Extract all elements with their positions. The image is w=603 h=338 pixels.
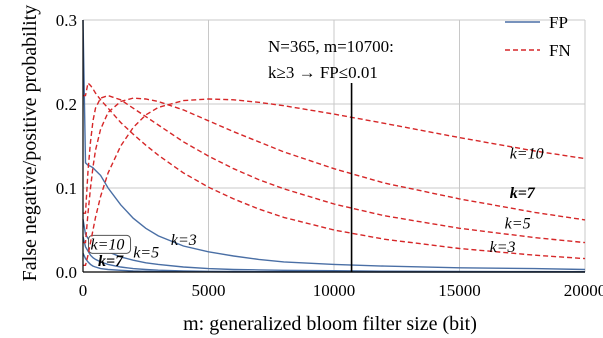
x-tick-label: 10000 xyxy=(313,281,356,300)
series-fn-k10-label: k=10 xyxy=(510,146,544,163)
legend-fp-label: FP xyxy=(549,13,568,32)
legend: FP FN xyxy=(505,13,571,60)
series-fp-k7-label: k=7 xyxy=(98,253,124,270)
y-tick-label: 0.3 xyxy=(56,11,77,30)
series-fn-k7-line xyxy=(83,97,586,244)
x-tick-label: 15000 xyxy=(438,281,481,300)
x-tick-label: 20000 xyxy=(564,281,603,300)
x-tick-label: 0 xyxy=(79,281,88,300)
tick-labels: 0 5000 10000 15000 20000 0.0 0.1 0.2 0.3 xyxy=(56,11,603,300)
series-fn-k5-label: k=5 xyxy=(505,215,531,232)
series-label-box xyxy=(88,234,132,254)
axes xyxy=(82,20,585,273)
y-axis-label: False negative/positive probability xyxy=(19,5,41,282)
series-fn-k7-label: k=7 xyxy=(510,185,536,202)
series-fn-k3-label: k=3 xyxy=(490,239,516,256)
series-fp-k3-line xyxy=(82,19,586,271)
series-fn-k10-line xyxy=(83,98,586,266)
series-fn-k3-line xyxy=(83,81,586,260)
series-fp-k10-label: k=10 xyxy=(91,236,125,253)
x-tick-label: 5000 xyxy=(192,281,226,300)
annotation-line-2: k≥3 → FP≤0.01 xyxy=(268,63,378,82)
annotation: N=365, m=10700: k≥3 → FP≤0.01 xyxy=(268,37,394,272)
y-tick-label: 0.1 xyxy=(56,179,77,198)
legend-fn-label: FN xyxy=(549,41,571,60)
annotation-line-1: N=365, m=10700: xyxy=(268,37,394,56)
x-axis-label: m: generalized bloom filter size (bit) xyxy=(183,313,477,335)
series-fn-k5-line xyxy=(83,94,586,244)
y-tick-label: 0.0 xyxy=(56,263,77,282)
series-fp-k5-label: k=5 xyxy=(133,245,159,262)
y-tick-label: 0.2 xyxy=(56,95,77,114)
series-layer: k=3k=5k=7k=10 k=3k=5k=7k=10 xyxy=(82,19,586,273)
series-fp-k3-label: k=3 xyxy=(171,232,197,249)
